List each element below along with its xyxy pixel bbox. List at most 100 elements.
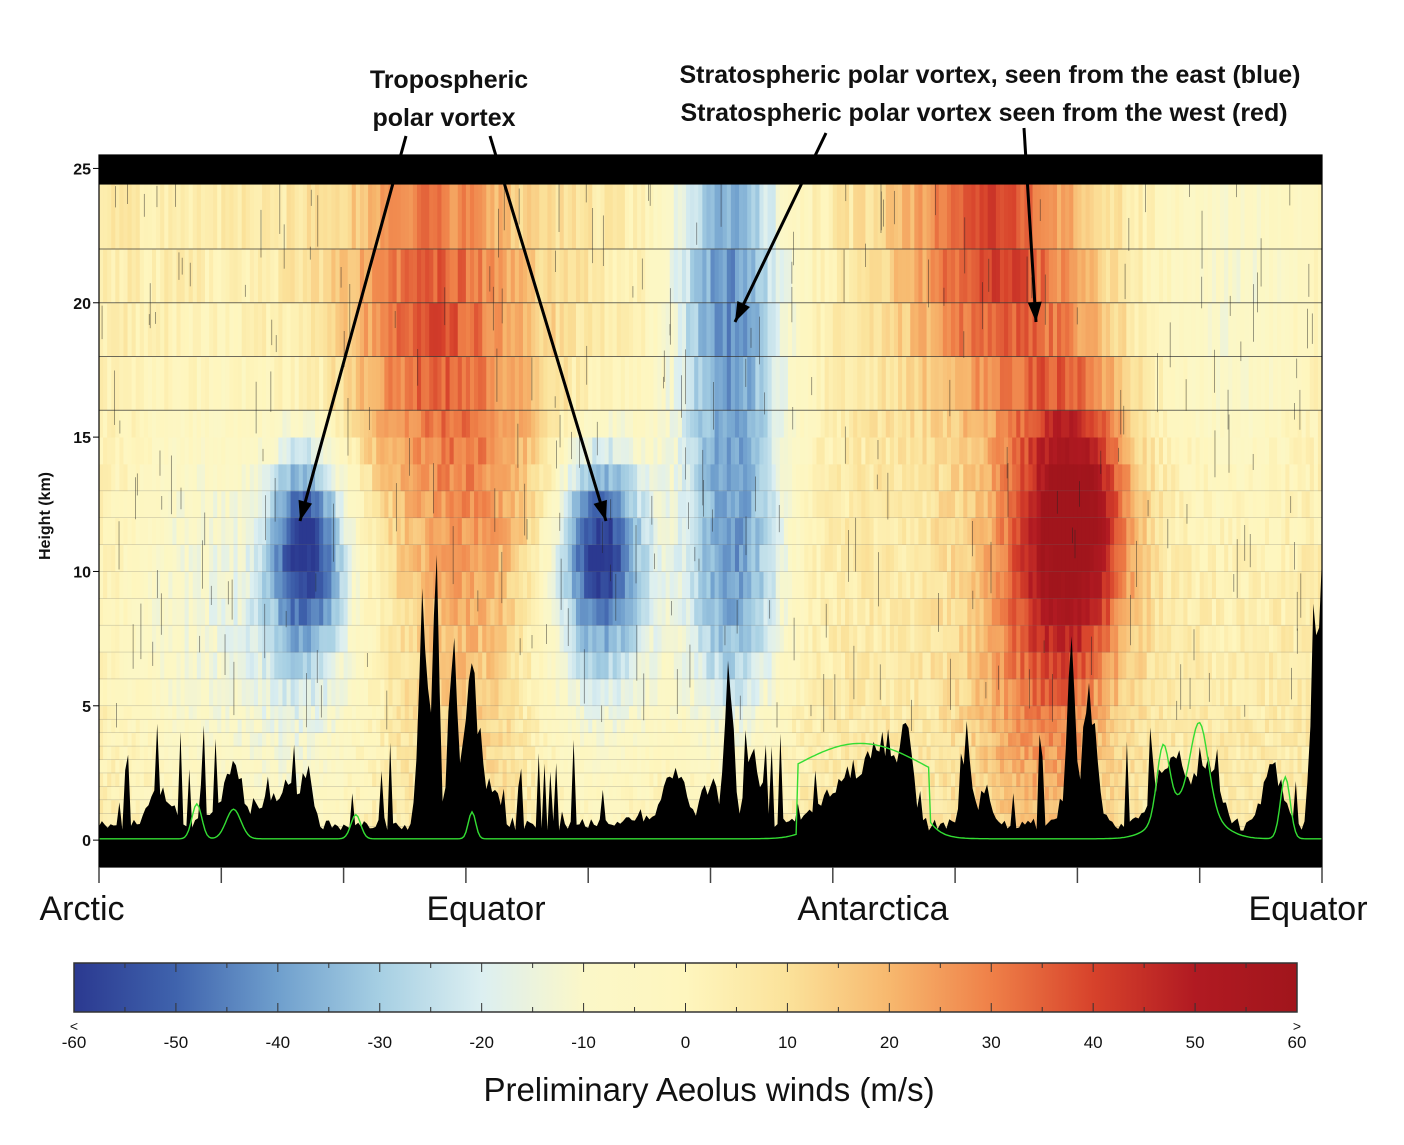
- wind-cell: [584, 571, 589, 599]
- wind-cell: [584, 732, 589, 747]
- wind-cell: [543, 249, 549, 304]
- wind-cell: [449, 356, 455, 411]
- wind-cell: [143, 786, 149, 801]
- wind-cell: [808, 772, 814, 787]
- wind-cell: [217, 746, 222, 760]
- wind-cell: [253, 719, 259, 734]
- wind-cell: [347, 678, 353, 707]
- wind-cell: [209, 746, 214, 760]
- wind-cell: [376, 598, 381, 626]
- wind-cell: [494, 302, 500, 357]
- wind-cell: [596, 302, 602, 357]
- wind-cell: [441, 249, 447, 304]
- wind-cell: [510, 786, 516, 801]
- wind-cell: [302, 544, 308, 572]
- wind-cell: [131, 732, 137, 747]
- wind-cell: [474, 356, 479, 411]
- wind-cell: [368, 678, 373, 707]
- wind-cell: [127, 490, 133, 519]
- wind-cell: [702, 410, 708, 438]
- wind-cell: [384, 772, 390, 787]
- wind-cell: [237, 652, 243, 680]
- wind-cell: [237, 437, 243, 465]
- wind-cell: [832, 544, 838, 572]
- wind-cell: [820, 678, 826, 707]
- wind-cell: [763, 652, 769, 680]
- wind-cell: [257, 598, 263, 626]
- wind-cell: [637, 517, 642, 545]
- wind-cell: [368, 517, 373, 545]
- wind-cell: [445, 356, 451, 411]
- wind-cell: [518, 571, 524, 599]
- wind-cell: [522, 746, 528, 760]
- wind-cell: [849, 705, 854, 720]
- wind-cell: [111, 302, 116, 357]
- wind-cell: [400, 490, 406, 519]
- wind-cell: [237, 746, 243, 760]
- wind-cell: [734, 786, 740, 801]
- wind-cell: [429, 356, 434, 411]
- wind-cell: [421, 463, 426, 492]
- wind-cell: [245, 786, 251, 801]
- wind-cell: [392, 813, 398, 828]
- wind-cell: [282, 732, 288, 747]
- wind-cell: [266, 517, 271, 545]
- wind-cell: [143, 544, 149, 572]
- wind-cell: [494, 625, 500, 653]
- wind-cell: [363, 598, 369, 626]
- wind-cell: [494, 746, 500, 760]
- wind-cell: [147, 719, 153, 734]
- wind-cell: [396, 517, 402, 545]
- wind-cell: [335, 625, 341, 653]
- wind-cell: [478, 181, 483, 250]
- wind-cell: [637, 571, 642, 599]
- wind-cell: [115, 356, 120, 411]
- wind-cell: [706, 410, 712, 438]
- wind-cell: [812, 719, 818, 734]
- wind-cell: [681, 463, 687, 492]
- wind-cell: [437, 356, 443, 411]
- wind-cell: [217, 410, 222, 438]
- wind-cell: [865, 410, 871, 438]
- wind-cell: [392, 302, 398, 357]
- wind-cell: [518, 598, 524, 626]
- wind-cell: [384, 490, 390, 519]
- wind-cell: [869, 719, 875, 734]
- wind-cell: [624, 799, 630, 814]
- wind-cell: [514, 356, 520, 411]
- wind-cell: [681, 356, 687, 411]
- wind-cell: [99, 410, 104, 438]
- wind-cell: [702, 463, 708, 492]
- wind-cell: [661, 249, 667, 304]
- wind-cell: [164, 463, 169, 492]
- wind-cell: [368, 759, 373, 774]
- wind-cell: [506, 181, 512, 250]
- wind-cell: [99, 759, 104, 774]
- wind-cell: [453, 517, 459, 545]
- wind-cell: [490, 490, 496, 519]
- wind-cell: [551, 746, 557, 760]
- wind-cell: [327, 598, 332, 626]
- wind-cell: [245, 652, 251, 680]
- wind-cell: [372, 772, 377, 787]
- wind-cell: [319, 302, 324, 357]
- wind-cell: [196, 463, 202, 492]
- wind-cell: [115, 517, 120, 545]
- wind-cell: [478, 356, 483, 411]
- wind-cell: [400, 463, 406, 492]
- wind-cell: [739, 181, 744, 250]
- wind-cell: [522, 544, 528, 572]
- wind-cell: [657, 786, 663, 801]
- wind-cell: [739, 544, 744, 572]
- wind-cell: [152, 571, 157, 599]
- wind-cell: [877, 598, 883, 626]
- wind-cell: [612, 652, 618, 680]
- wind-cell: [465, 490, 471, 519]
- wind-cell: [510, 490, 516, 519]
- wind-cell: [832, 598, 838, 626]
- wind-cell: [592, 786, 597, 801]
- wind-cell: [604, 719, 610, 734]
- wind-cell: [641, 786, 646, 801]
- wind-cell: [641, 571, 646, 599]
- wind-cell: [176, 732, 182, 747]
